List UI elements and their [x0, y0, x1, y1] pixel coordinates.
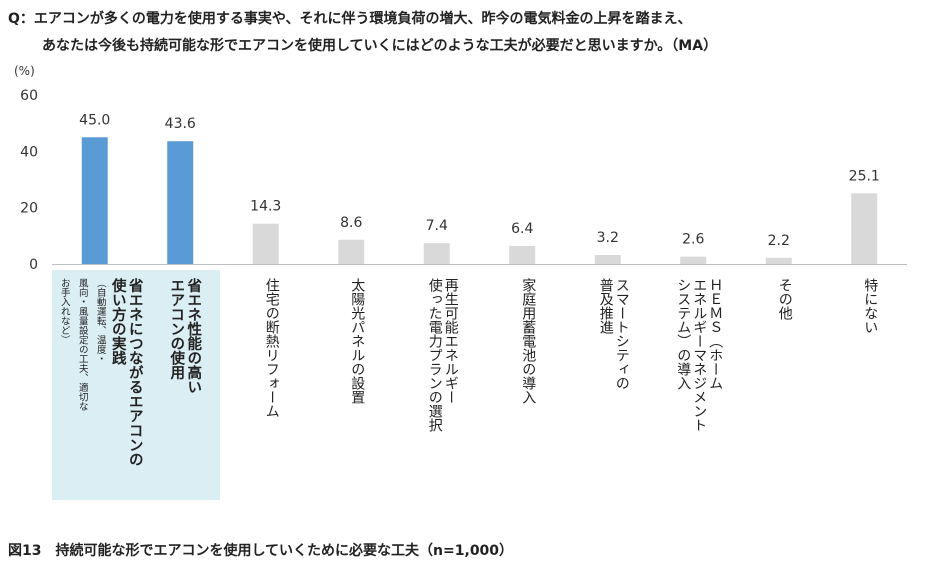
value-label-3: 8.6	[340, 215, 362, 231]
category-label-line: 使い方の実践	[109, 278, 126, 365]
category-label-9: 特にない	[862, 278, 878, 334]
category-label-line: 省エネにつながるエアコンの	[126, 278, 143, 467]
y-axis-unit-label: (%)	[14, 64, 35, 78]
category-label-2: 住宅の断熱リフォーム	[264, 278, 280, 418]
category-label-0: 省エネにつながるエアコンの 使い方の実践 （自動運転、温度・ 風向・風量設定の工夫、適…	[55, 278, 143, 467]
y-tick-label-1: 20	[20, 201, 38, 217]
bar-4	[423, 243, 450, 264]
bar-1	[167, 141, 194, 264]
bar-2	[252, 223, 279, 264]
category-label-line: エアコンの使用	[168, 278, 185, 380]
bar-0	[81, 137, 108, 264]
value-label-1: 43.6	[165, 116, 196, 132]
question-line-2: あなたは今後も持続可能な形でエアコンを使用していくにはどのような工夫が必要だと思…	[42, 38, 718, 54]
highlight-label-background	[52, 270, 220, 500]
category-label-3: 太陽光パネルの設置	[349, 278, 365, 404]
value-label-9: 25.1	[849, 168, 880, 184]
category-label-line: 再生可能エネルギー	[442, 278, 459, 404]
category-label-1: 省エネ性能の高い エアコンの使用	[167, 278, 201, 394]
value-label-4: 7.4	[426, 218, 448, 234]
value-label-8: 2.2	[768, 233, 790, 249]
y-tick-label-2: 40	[20, 144, 38, 160]
category-label-line: 太陽光パネルの設置	[349, 278, 366, 404]
value-label-7: 2.6	[682, 232, 704, 248]
category-label-line: 普及推進	[597, 278, 614, 334]
value-label-0: 45.0	[79, 112, 110, 128]
category-label-line: エネルギーマネジメント	[691, 278, 708, 432]
question-line-1: Q：エアコンが多くの電力を使用する事実や、それに伴う環境負荷の増大、昨今の電気料…	[8, 11, 692, 27]
bar-6	[594, 254, 621, 264]
category-label-note: 風向・風量設定の工夫、適切な	[76, 278, 88, 411]
category-label-line: 家庭用蓄電池の導入	[520, 278, 537, 404]
bar-5	[509, 245, 536, 264]
category-label-line: 省エネ性能の高い	[185, 278, 202, 394]
bar-7	[680, 256, 707, 264]
category-label-line: 特にない	[862, 278, 879, 334]
value-label-2: 14.3	[250, 199, 281, 215]
category-label-line: システム）の導入	[675, 278, 692, 390]
category-label-8: その他	[777, 278, 793, 320]
bar-8	[765, 257, 792, 264]
figure-caption: 図13 持続可能な形でエアコンを使用していくために必要な工夫（n=1,000）	[8, 543, 514, 559]
category-label-note: （自動運転、温度・	[94, 278, 106, 364]
category-label-5: 家庭用蓄電池の導入	[520, 278, 536, 404]
category-label-line: ＨＥＭＳ（ホーム	[707, 278, 724, 390]
value-label-6: 3.2	[597, 230, 619, 246]
category-label-6: スマートシティの 普及推進	[598, 278, 630, 390]
category-label-note: お手入れなど）	[58, 278, 70, 345]
y-tick-label-3: 60	[20, 88, 38, 104]
bar-3	[338, 239, 365, 264]
value-label-5: 6.4	[511, 221, 533, 237]
category-label-line: その他	[776, 278, 793, 320]
category-label-line: 使った電力プランの選択	[426, 278, 443, 432]
bar-9	[851, 193, 878, 264]
y-tick-label-0: 0	[29, 257, 38, 273]
category-label-line: スマートシティの	[613, 278, 630, 390]
category-label-line: 住宅の断熱リフォーム	[263, 278, 280, 418]
category-label-7: ＨＥＭＳ（ホーム エネルギーマネジメント システム）の導入	[675, 278, 723, 432]
category-label-4: 再生可能エネルギー 使った電力プランの選択	[427, 278, 459, 432]
